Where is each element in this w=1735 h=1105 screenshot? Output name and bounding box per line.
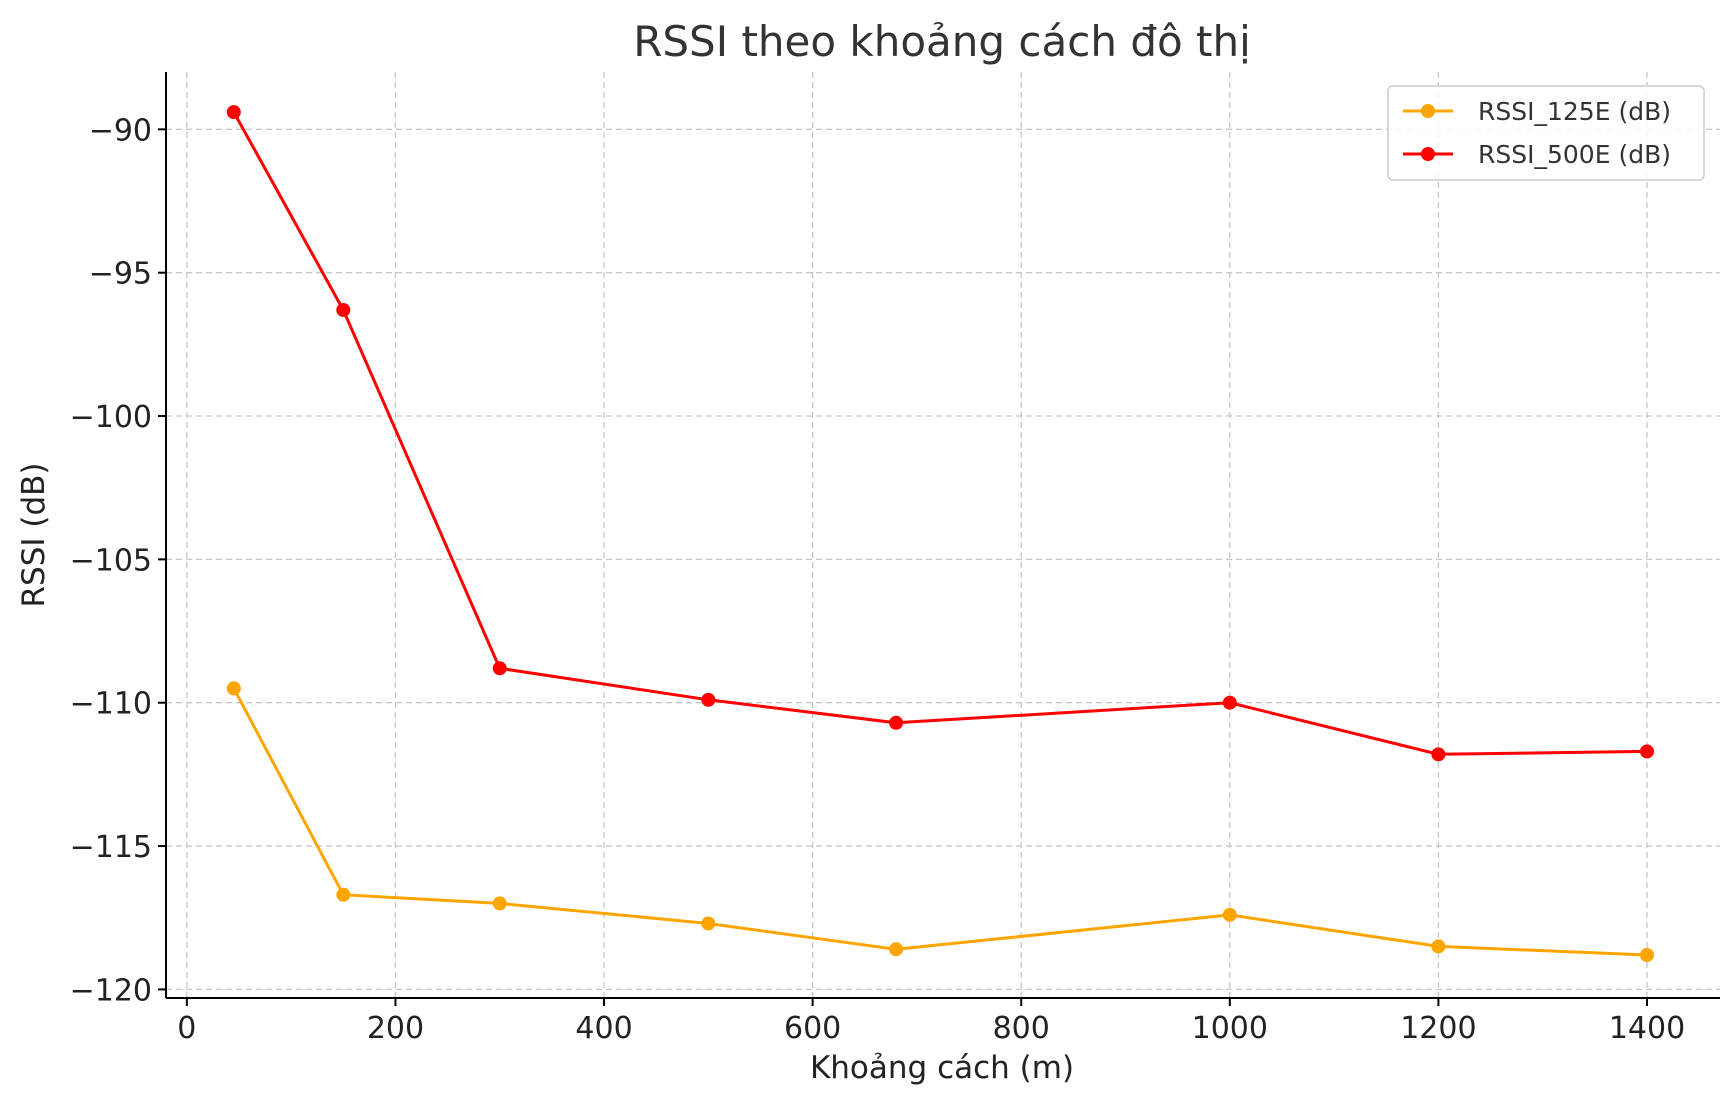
legend-marker — [1421, 104, 1435, 118]
axes-spines — [165, 72, 1720, 999]
data-point — [889, 942, 904, 957]
data-point — [1222, 907, 1237, 922]
axis-ticks: 0 200 400 600 800 1000 1200 1400 −90 −95 −100 −105 −… — [70, 113, 1686, 1046]
x-tick-label: 0 — [177, 1011, 196, 1046]
y-tick-label: −115 — [70, 830, 152, 865]
x-tick-label: 1400 — [1609, 1011, 1685, 1046]
x-axis-label: Khoảng cách (m) — [810, 1050, 1074, 1086]
series-line — [232, 111, 1648, 756]
x-tick-label: 800 — [993, 1011, 1050, 1046]
data-point — [701, 692, 716, 707]
data-point — [336, 302, 351, 317]
data-point — [701, 916, 716, 931]
y-tick-label: −95 — [89, 257, 152, 292]
data-point — [226, 105, 241, 120]
y-tick-label: −105 — [70, 543, 152, 578]
x-tick-label: 200 — [367, 1011, 424, 1046]
y-tick-label: −110 — [70, 687, 152, 722]
data-point — [492, 896, 507, 911]
series-1 — [226, 681, 1654, 962]
data-point — [1431, 747, 1446, 762]
x-tick-label: 400 — [575, 1011, 632, 1046]
legend-marker — [1421, 147, 1435, 161]
y-tick-label: −90 — [89, 113, 152, 148]
y-tick-label: −120 — [70, 973, 152, 1008]
data-point — [226, 681, 241, 696]
y-tick-label: −100 — [70, 400, 152, 435]
legend: RSSI_125E (dB) RSSI_500E (dB) — [1387, 85, 1705, 181]
x-tick-label: 600 — [784, 1011, 841, 1046]
legend-label: RSSI_125E (dB) — [1478, 97, 1671, 126]
data-point — [889, 715, 904, 730]
series-line — [232, 687, 1648, 957]
data-point — [1431, 939, 1446, 954]
legend-box — [1387, 85, 1705, 181]
data-point — [1222, 695, 1237, 710]
x-tick-label: 1200 — [1400, 1011, 1476, 1046]
x-tick-label: 1000 — [1192, 1011, 1268, 1046]
data-point — [1639, 744, 1654, 759]
y-axis-label: RSSI (dB) — [16, 462, 52, 607]
series-lines — [226, 105, 1654, 962]
chart-title: RSSI theo khoảng cách đô thị — [633, 17, 1251, 66]
data-point — [492, 661, 507, 676]
grid-lines — [166, 72, 1720, 998]
data-point — [1639, 947, 1654, 962]
legend-label: RSSI_500E (dB) — [1478, 140, 1671, 169]
series-2 — [226, 105, 1654, 762]
data-point — [336, 887, 351, 902]
